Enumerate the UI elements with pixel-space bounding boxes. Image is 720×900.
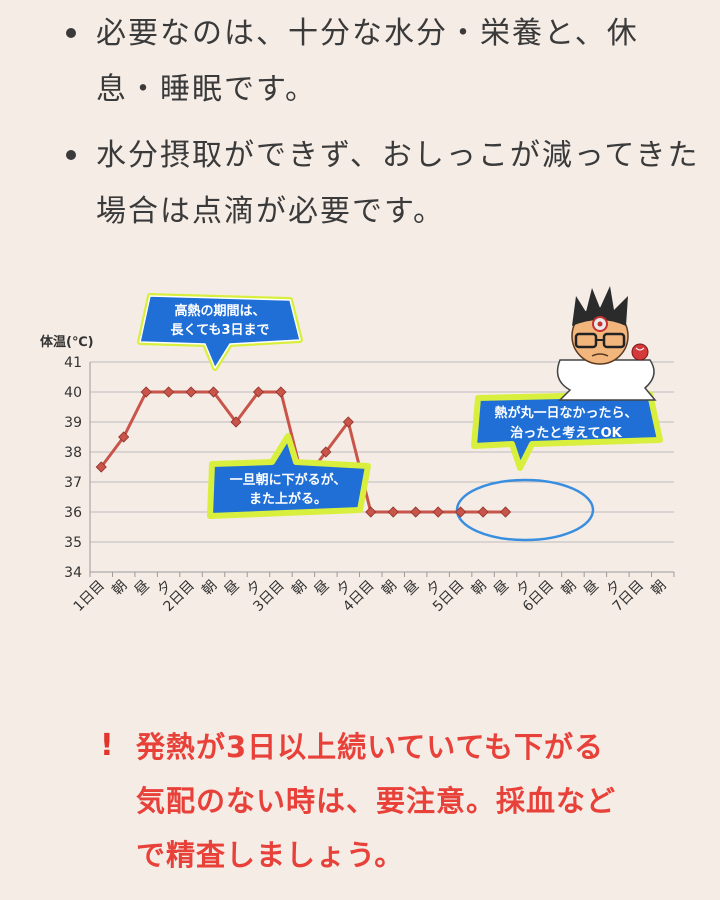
data-point (275, 386, 287, 398)
y-tick-label: 41 (64, 355, 82, 371)
x-tick-label: 朝 (648, 578, 669, 599)
y-axis-label: 体温(℃) (40, 334, 94, 350)
data-point (477, 506, 489, 518)
bullet-text: 水分摂取ができず、おしっこが減ってきた場合は点滴が必要です。 (96, 138, 700, 229)
y-tick-label: 38 (64, 445, 82, 461)
x-tick-label: 朝 (109, 578, 130, 599)
annotation-line: 長くても3日まで (170, 323, 269, 338)
bullet-dot-icon (66, 28, 76, 38)
warning-text: 発熱が3日以上続いていても下がる 気配のない時は、要注意。採血など で精査しまし… (136, 720, 616, 882)
bullet-text: 必要なのは、十分な水分・栄養と、休息・睡眠です。 (96, 16, 639, 107)
annotation-line: また上がる。 (249, 491, 327, 507)
x-tick-label: 1日目 (71, 578, 108, 615)
x-tick-label: 昼 (222, 578, 243, 599)
highlight-ellipse (455, 478, 595, 542)
data-point (432, 506, 444, 518)
warning-line: 気配のない時は、要注意。採血など (136, 784, 617, 818)
data-point (207, 386, 220, 398)
data-point (365, 506, 377, 518)
y-tick-label: 35 (64, 535, 82, 551)
doctor-mascot-icon (556, 286, 657, 401)
bullet-item: 必要なのは、十分な水分・栄養と、休息・睡眠です。 (62, 6, 702, 118)
data-point (140, 386, 152, 398)
exclamation-icon: ! (100, 728, 114, 763)
x-tick-label: 昼 (491, 578, 512, 599)
annotation-line: 高熱の期間は、 (174, 303, 265, 319)
series-points (95, 386, 512, 518)
data-point (252, 386, 265, 398)
data-point (387, 506, 399, 518)
x-tick-label: 朝 (379, 578, 400, 599)
data-point (342, 416, 354, 428)
y-tick-label: 34 (64, 565, 82, 581)
annotation-line: 熱が丸一日なかったら、 (494, 405, 637, 421)
data-point (320, 446, 332, 458)
data-point (455, 506, 467, 518)
data-point (410, 506, 422, 518)
warning-line: で精査しましょう。 (136, 838, 405, 872)
x-axis: 1日目朝昼夕2日目朝昼夕3日目朝昼夕4日目朝昼夕5日目朝昼夕6日目朝昼夕7日目朝 (71, 571, 675, 615)
annotation-callout: 熱が丸一日なかったら、 治ったと考えてOK (471, 391, 663, 471)
x-tick-label: 朝 (289, 578, 310, 599)
x-tick-label: 昼 (132, 578, 153, 599)
y-tick-label: 40 (64, 385, 82, 401)
bullet-dot-icon (66, 150, 76, 160)
temperature-chart: 34 35 36 37 38 39 40 41 1日目朝昼夕2日目朝昼夕3日目朝昼夕4日目朝昼… (40, 286, 675, 615)
y-axis: 34 35 36 37 38 39 40 41 (64, 355, 91, 581)
data-point (163, 386, 175, 398)
data-point (118, 431, 130, 443)
x-tick-label: 朝 (469, 578, 490, 599)
annotation-callout: 高熱の期間は、 長くても3日まで (137, 293, 303, 371)
warning-line: 発熱が3日以上続いていても下がる (136, 730, 604, 764)
data-point (95, 461, 107, 473)
annotation-line: 一旦朝に下がるが、 (230, 472, 347, 488)
data-point (499, 506, 512, 518)
data-point (230, 416, 242, 428)
x-tick-label: 昼 (311, 578, 332, 599)
y-tick-label: 39 (64, 415, 82, 431)
y-tick-label: 36 (64, 505, 82, 521)
y-tick-label: 37 (64, 475, 82, 491)
bullet-item: 水分摂取ができず、おしっこが減ってきた場合は点滴が必要です。 (62, 128, 702, 240)
x-tick-label: 朝 (559, 578, 580, 599)
data-point (185, 386, 197, 398)
x-tick-label: 昼 (401, 578, 422, 599)
annotation-line: 治ったと考えてOK (510, 425, 622, 441)
x-tick-label: 昼 (581, 578, 602, 599)
x-tick-label: 朝 (199, 578, 220, 599)
annotation-callout: 一旦朝に下がるが、 また上がる。 (207, 433, 371, 519)
bullet-list: 必要なのは、十分な水分・栄養と、休息・睡眠です。 水分摂取ができず、おしっこが減… (62, 6, 702, 250)
